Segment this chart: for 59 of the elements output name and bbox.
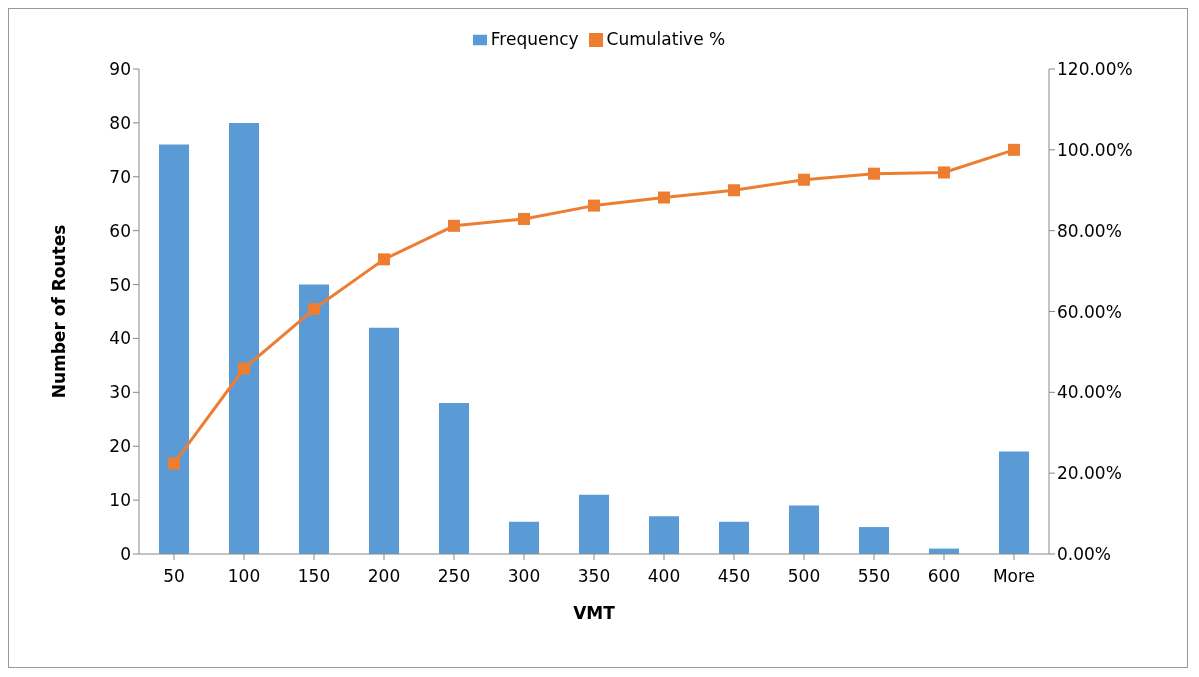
y2-tick-label: 80.00% xyxy=(1057,220,1122,241)
x-tick-label: 250 xyxy=(437,566,471,587)
bar xyxy=(719,521,749,554)
bar xyxy=(649,516,679,554)
point xyxy=(868,167,880,180)
x-axis-title: VMT xyxy=(573,603,616,623)
y-axis-title: Number of Routes xyxy=(49,224,70,399)
bar xyxy=(159,144,189,554)
bar xyxy=(229,122,259,554)
x-tick-label: 500 xyxy=(787,566,821,587)
y2-tick-label: 120.00% xyxy=(1057,59,1133,80)
point xyxy=(168,457,180,470)
point xyxy=(448,219,460,232)
y-tick-label: 50 xyxy=(109,274,131,295)
y-tick-label: 30 xyxy=(109,382,131,403)
point xyxy=(588,199,600,212)
x-tick-label: 400 xyxy=(647,566,681,587)
point xyxy=(938,166,950,179)
x-tick-label: 50 xyxy=(163,566,185,587)
x-tick-label: 200 xyxy=(367,566,401,587)
point xyxy=(308,303,320,316)
y-tick-label: 20 xyxy=(109,436,131,457)
point xyxy=(518,212,530,225)
y2-tick-label: 100.00% xyxy=(1057,139,1133,160)
y-tick-label: 40 xyxy=(109,328,131,349)
y-tick-label: 0 xyxy=(120,544,131,565)
x-tick-label: 550 xyxy=(857,566,891,587)
bar xyxy=(299,284,329,554)
x-tick-label: More xyxy=(992,566,1036,587)
legend-label: Frequency xyxy=(490,29,579,49)
y2-tick-label: 20.00% xyxy=(1057,463,1122,484)
x-tick-label: 150 xyxy=(297,566,331,587)
y-tick-label: 60 xyxy=(109,220,131,241)
y-tick-label: 90 xyxy=(109,59,131,80)
point xyxy=(728,184,740,197)
x-tick-label: 450 xyxy=(717,566,751,587)
bar xyxy=(789,505,819,554)
y-tick-label: 80 xyxy=(109,112,131,133)
x-tick-label: 300 xyxy=(507,566,541,587)
legend-label: Cumulative % xyxy=(606,29,726,49)
y2-tick-label: 0.00% xyxy=(1057,544,1112,565)
bar xyxy=(509,521,539,554)
bar xyxy=(579,494,609,554)
point xyxy=(238,362,250,375)
y-tick-label: 70 xyxy=(109,166,131,187)
point xyxy=(798,173,810,186)
y2-tick-label: 40.00% xyxy=(1057,382,1122,403)
y2-tick-label: 60.00% xyxy=(1057,301,1122,322)
x-tick-label: 600 xyxy=(927,566,961,587)
y-tick-label: 10 xyxy=(109,490,131,511)
bar xyxy=(369,327,399,554)
bar xyxy=(859,527,889,554)
bar xyxy=(439,403,469,554)
x-tick-label: 350 xyxy=(577,566,611,587)
x-tick-label: 100 xyxy=(227,566,261,587)
bar xyxy=(999,451,1029,554)
point xyxy=(1008,143,1020,156)
point xyxy=(658,191,670,204)
point xyxy=(378,253,390,266)
